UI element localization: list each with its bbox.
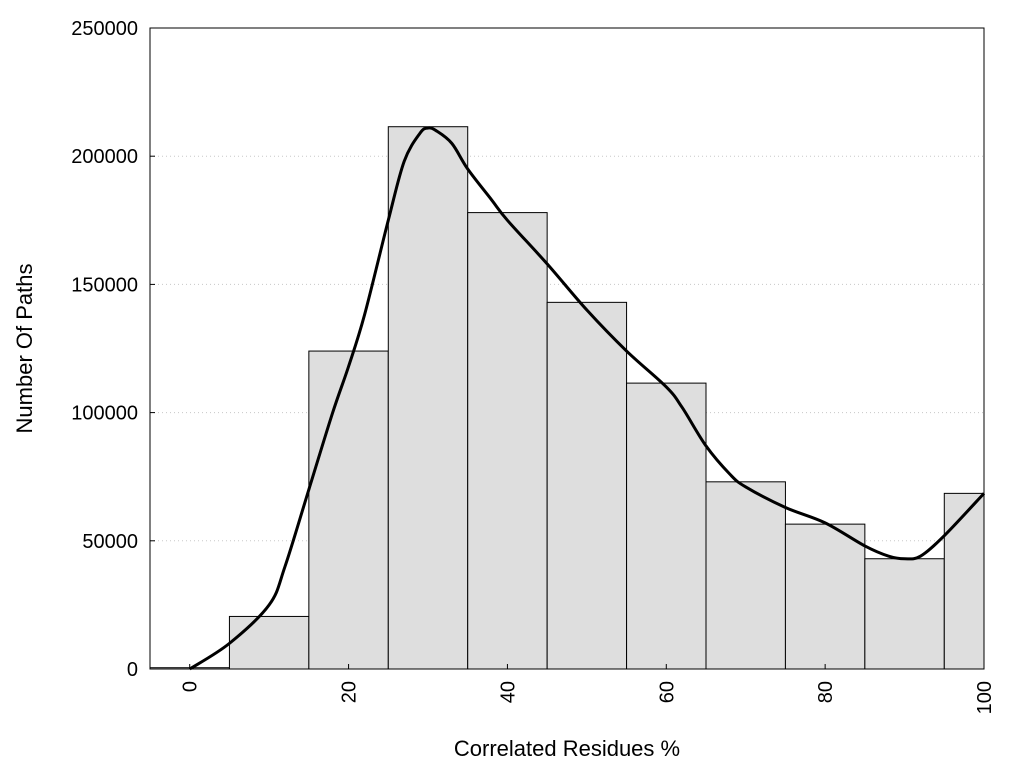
histogram-bar-8 <box>784 523 866 670</box>
y-axis-ticks: 0 50000 100000 150000 200000 250000 <box>71 18 155 681</box>
x-tick-label-5: 100 <box>974 681 996 714</box>
histogram-bar-9 <box>864 558 945 670</box>
histogram-bar-6 <box>626 382 707 670</box>
x-axis-label: Correlated Residues % <box>454 736 680 761</box>
histogram-bar-7 <box>705 481 786 670</box>
y-tick-label-3: 150000 <box>71 274 138 296</box>
y-tick-label-2: 100000 <box>71 403 138 425</box>
y-tick-label-1: 50000 <box>82 531 138 553</box>
x-tick-label-3: 60 <box>656 681 678 703</box>
histogram-bar-3 <box>387 126 469 670</box>
x-tick-label-1: 20 <box>339 681 361 703</box>
y-axis-label: Number Of Paths <box>12 264 37 434</box>
plot-frame <box>149 27 985 670</box>
y-tick-label-5: 250000 <box>71 18 138 40</box>
histogram-bar-1 <box>228 615 310 670</box>
histogram-bars <box>149 126 985 670</box>
histogram-bar-10 <box>943 492 985 670</box>
x-tick-label-0: 0 <box>180 681 202 692</box>
y-tick-label-0: 0 <box>127 659 138 681</box>
histogram-bar-4 <box>467 212 548 670</box>
x-tick-label-2: 40 <box>497 681 519 703</box>
x-axis-ticks: 0 20 40 60 80 100 <box>180 664 996 714</box>
histogram-bar-2 <box>308 350 389 670</box>
density-curve <box>188 126 986 671</box>
histogram-bar-5 <box>546 301 628 670</box>
y-tick-label-4: 200000 <box>71 146 138 168</box>
x-tick-label-4: 80 <box>815 681 837 703</box>
